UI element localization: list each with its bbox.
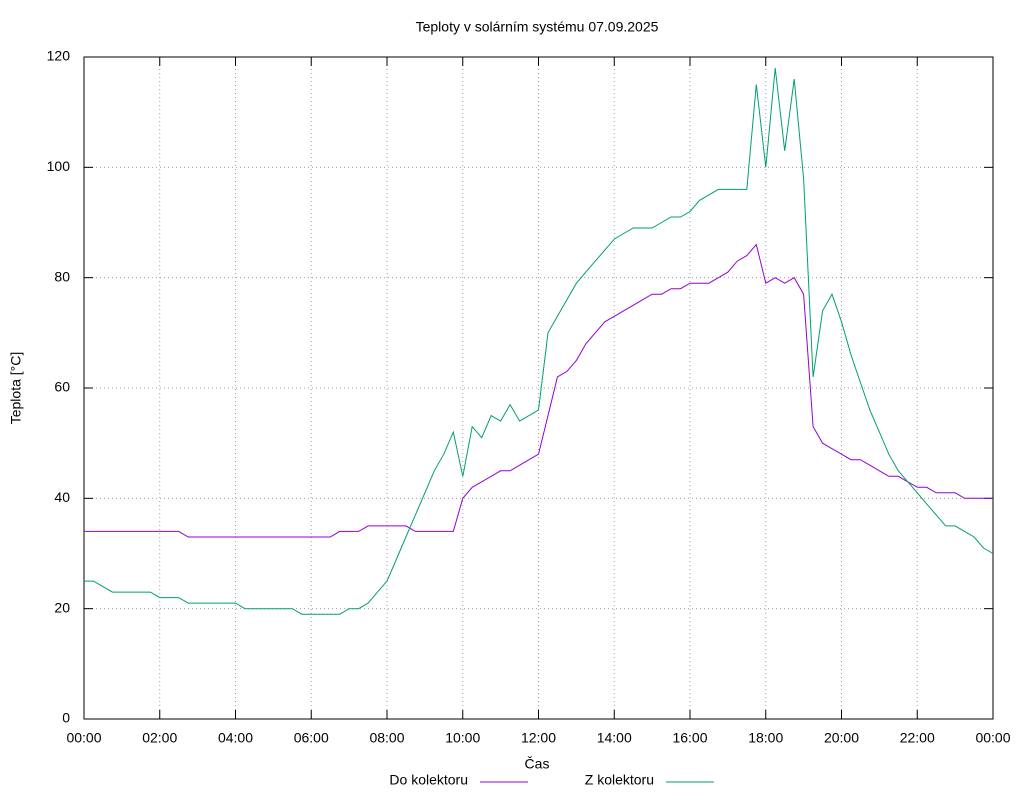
y-tick-label: 100 [47,158,71,174]
y-tick-label: 20 [54,599,70,615]
data-line [84,67,994,615]
data-line [84,243,993,538]
x-tick-label: 20:00 [824,730,859,746]
x-tick-label: 12:00 [521,730,556,746]
x-tick-label: 00:00 [975,730,1010,746]
y-tick-label: 120 [47,48,71,64]
chart-title: Teploty v solárním systému 07.09.2025 [416,19,659,35]
y-axis-label: Teplota [°C] [8,352,24,425]
x-tick-label: 02:00 [142,730,177,746]
x-tick-label: 14:00 [597,730,632,746]
y-tick-label: 40 [54,489,70,505]
x-tick-label: 10:00 [445,730,480,746]
x-tick-label: 08:00 [369,730,404,746]
x-tick-label: 04:00 [218,730,253,746]
y-tick-label: 80 [54,268,70,284]
legend-label: Do kolektoru [389,772,468,788]
x-tick-label: 16:00 [672,730,707,746]
plot-border [83,56,994,720]
y-tick-label: 0 [62,710,70,726]
y-tick-label: 60 [54,379,70,395]
x-tick-label: 06:00 [294,730,329,746]
legend-label: Z kolektoru [585,772,654,788]
x-tick-label: 00:00 [66,730,101,746]
x-tick-label: 18:00 [748,730,783,746]
x-tick-label: 22:00 [900,730,935,746]
x-axis-label: Čas [525,756,550,772]
